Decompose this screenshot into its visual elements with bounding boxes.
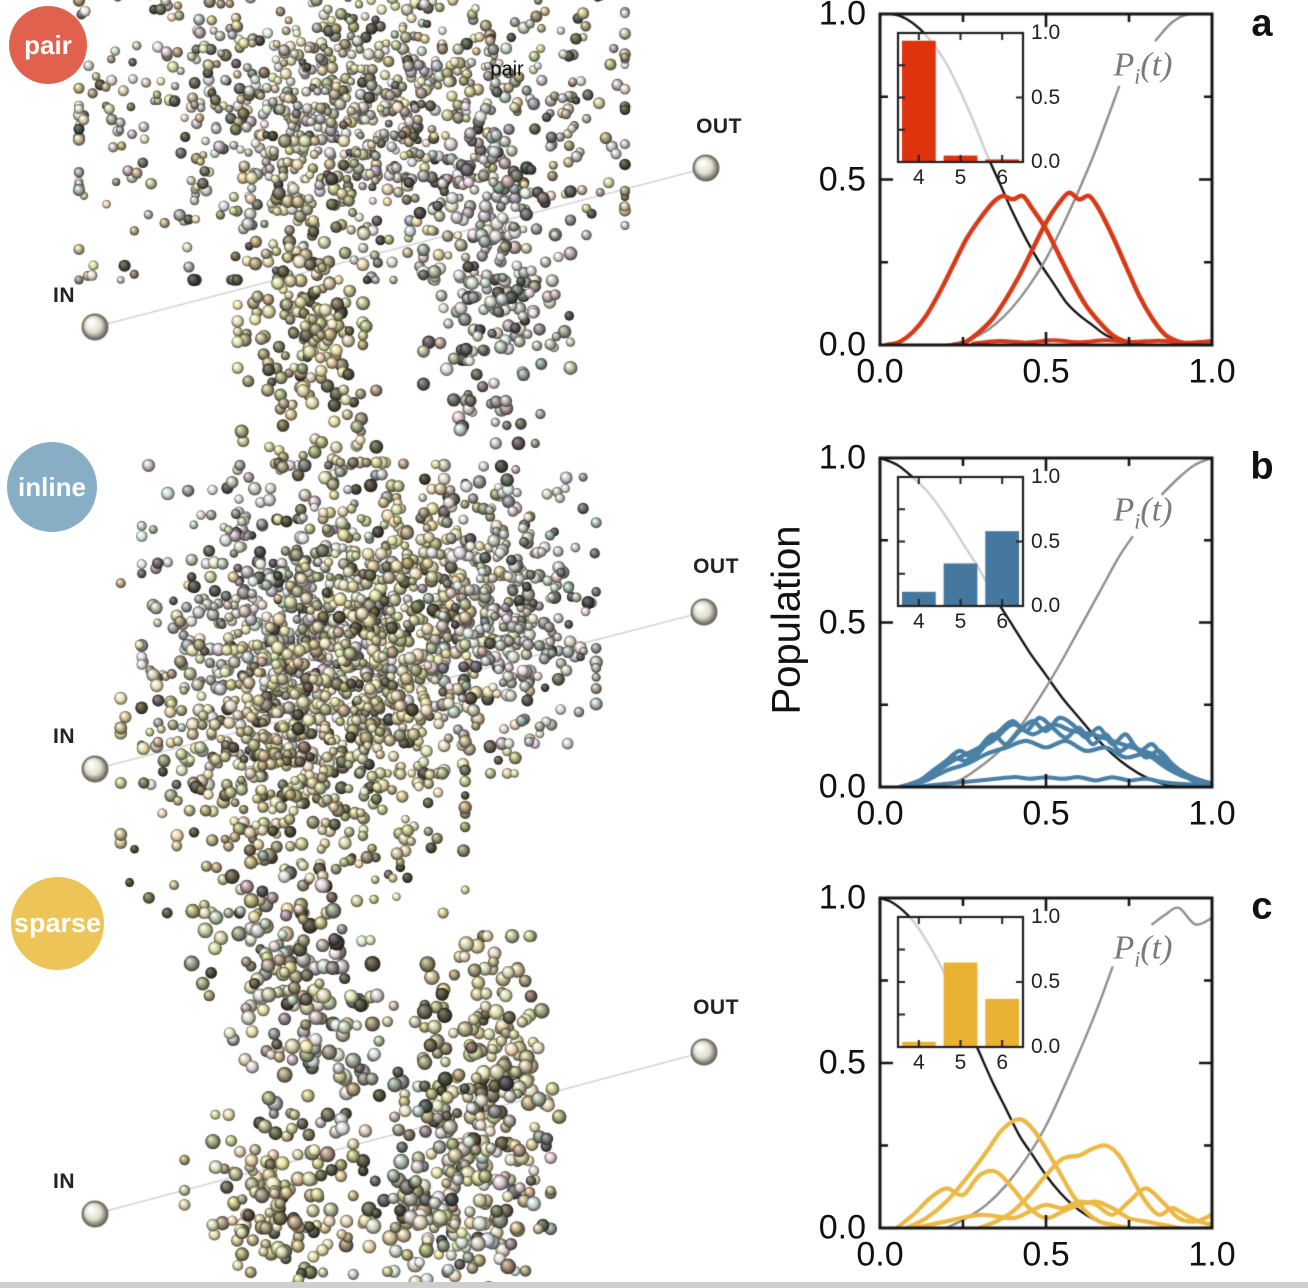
badge-sparse: sparse (11, 877, 104, 970)
y-tick-label-a: 0.5 (818, 160, 866, 198)
badge-sparse-label: sparse (13, 908, 102, 938)
curve-label-b-base: P (1113, 491, 1135, 529)
curve-label-a-sub: i (1134, 63, 1141, 89)
x-tick-label-a: 1.0 (1188, 352, 1236, 391)
x-tick-label-c: 0.5 (1022, 1235, 1070, 1274)
badge-inline-label: inline (18, 471, 86, 502)
in-label-c: IN (53, 1170, 75, 1193)
inset-y-tick-label-b: 0.0 (1031, 594, 1061, 617)
cluster-annotation-pair: pair (490, 58, 524, 81)
x-tick-label-a: 0.0 (856, 352, 904, 391)
curve-label-b: Pi(t) (1114, 492, 1173, 535)
inset-x-tick-label-c: 5 (954, 1051, 967, 1074)
inset-x-tick-label-c: 4 (912, 1051, 925, 1074)
curve-label-c-sub: i (1134, 946, 1141, 972)
badge-pair-label: pair (24, 29, 72, 60)
out-label-a: OUT (696, 115, 742, 138)
inset-x-tick-label-a: 5 (954, 166, 967, 189)
curve-label-c-base: P (1113, 929, 1135, 967)
inset-x-tick-label-b: 4 (912, 610, 925, 633)
y-tick-label-c: 1.0 (818, 878, 866, 917)
out-label-c: OUT (693, 996, 739, 1019)
y-tick-label-c: 0.0 (818, 1208, 866, 1247)
curve-label-a-rest: (t) (1140, 46, 1173, 84)
panel-letter-c: c (1251, 885, 1273, 928)
curve-label-c: Pi(t) (1114, 930, 1173, 973)
y-tick-label-b: 0.5 (818, 603, 866, 641)
inset-y-tick-label-a: 1.0 (1031, 21, 1061, 44)
inset-y-tick-label-c: 1.0 (1031, 905, 1061, 928)
inset-x-tick-label-a: 6 (996, 166, 1008, 189)
y-tick-label-a: 1.0 (818, 0, 866, 33)
badge-inline: inline (7, 442, 97, 532)
x-tick-label-b: 0.0 (856, 794, 904, 833)
inset-y-tick-label-b: 0.5 (1031, 529, 1061, 553)
x-tick-label-b: 1.0 (1188, 794, 1236, 833)
inset-x-tick-label-b: 5 (954, 610, 967, 633)
panel-letter-a: a (1251, 2, 1273, 45)
inset-y-tick-label-a: 0.0 (1031, 150, 1061, 173)
curve-label-b-sub: i (1134, 508, 1141, 534)
badge-pair: pair (9, 6, 87, 84)
inset-x-tick-label-a: 4 (912, 166, 925, 189)
x-tick-label-c: 0.0 (856, 1235, 904, 1274)
inset-y-tick-label-c: 0.5 (1031, 970, 1061, 993)
inset-y-tick-label-b: 1.0 (1031, 465, 1061, 488)
y-tick-label-b: 1.0 (818, 438, 866, 477)
x-tick-label-c: 1.0 (1188, 1235, 1236, 1274)
curve-label-a: Pi(t) (1114, 47, 1173, 90)
x-tick-label-b: 0.5 (1022, 794, 1070, 833)
panel-letter-b: b (1250, 445, 1274, 488)
in-label-b: IN (53, 725, 75, 748)
in-label-a: IN (53, 284, 75, 307)
x-tick-label-a: 0.5 (1022, 352, 1070, 391)
curve-label-a-base: P (1113, 46, 1135, 84)
inset-x-tick-label-b: 6 (996, 610, 1008, 633)
curve-label-c-rest: (t) (1140, 929, 1173, 967)
inset-y-tick-label-a: 0.5 (1031, 85, 1061, 109)
inset-y-tick-label-c: 0.0 (1031, 1035, 1061, 1058)
out-label-b: OUT (693, 555, 739, 578)
y-tick-label-c: 0.5 (818, 1043, 866, 1082)
y-tick-label-b: 0.0 (818, 767, 866, 806)
bottom-border-strip (0, 1282, 1308, 1288)
y-tick-label-a: 0.0 (818, 325, 866, 364)
y-axis-title: Population (764, 525, 809, 715)
curve-label-b-rest: (t) (1140, 491, 1173, 529)
inset-x-tick-label-c: 6 (996, 1051, 1008, 1074)
